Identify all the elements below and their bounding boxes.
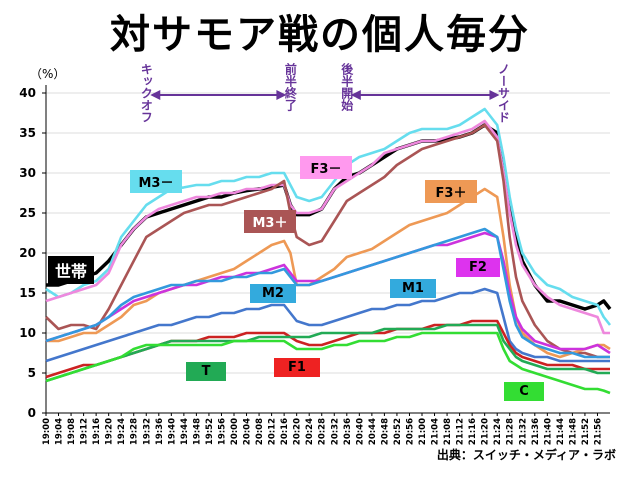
y-tick-label: 30 — [19, 166, 36, 180]
x-tick-label: 21:08 — [443, 418, 453, 445]
series-line — [46, 187, 611, 359]
x-tick-label: 21:24 — [493, 418, 503, 445]
x-tick-label: 19:56 — [217, 418, 227, 445]
series-line — [46, 123, 612, 311]
x-tick-label: 19:12 — [80, 418, 90, 445]
x-tick-label: 21:48 — [568, 418, 578, 445]
series-line — [45, 287, 610, 363]
x-tick-label: 21:16 — [468, 418, 478, 445]
x-tick-label: 20:52 — [393, 418, 403, 445]
y-tick-label: 10 — [19, 326, 36, 340]
x-tick-label: 19:44 — [180, 418, 190, 445]
x-tick-label: 19:40 — [167, 418, 177, 445]
x-tick-label: 20:32 — [330, 418, 340, 445]
x-tick-label: 20:40 — [355, 418, 365, 445]
x-tick-label: 21:04 — [431, 418, 441, 445]
x-tick-label: 19:28 — [130, 418, 140, 445]
x-tick-label: 19:16 — [92, 418, 102, 445]
y-axis-label: （%） — [30, 67, 65, 81]
x-tick-label: 21:56 — [593, 418, 603, 445]
series-line — [45, 123, 610, 359]
x-tick-label: 19:36 — [155, 418, 165, 445]
data-source: 出典：スイッチ・メディア・ラボ — [436, 448, 616, 462]
x-tick-label: 20:24 — [305, 418, 315, 445]
series-label: F1 — [274, 358, 320, 377]
series-label: T — [186, 362, 226, 381]
x-tick-label: 19:00 — [42, 418, 52, 445]
y-tick-label: 25 — [19, 206, 36, 220]
x-tick-label: 21:00 — [418, 418, 428, 445]
x-tick-label: 20:20 — [293, 418, 303, 445]
x-tick-label: 19:20 — [105, 418, 115, 445]
x-tick-label: 20:28 — [318, 418, 328, 445]
series-line — [45, 227, 610, 359]
annotation-label: 後半開始 — [340, 62, 354, 112]
series-label: F3＋ — [425, 180, 477, 203]
x-tick-label: 21:40 — [543, 418, 553, 445]
series-line — [45, 331, 611, 395]
arrow-head — [150, 90, 161, 100]
series-label: 世帯 — [48, 256, 94, 284]
x-tick-label: 20:12 — [268, 418, 278, 445]
series-label: M1 — [390, 279, 436, 298]
x-tick-label: 19:24 — [117, 418, 127, 445]
arrow-head — [350, 90, 361, 100]
x-tick-label: 21:44 — [556, 418, 566, 445]
series-line — [45, 119, 610, 335]
x-tick-label: 20:44 — [368, 418, 378, 445]
series-label: M3＋ — [244, 210, 296, 233]
x-tick-label: 19:48 — [192, 418, 202, 445]
chart-title: 対サモア戦の個人毎分 — [110, 12, 530, 58]
annotation-label: ノーサイド — [496, 63, 510, 123]
series-label: F3－ — [300, 156, 352, 179]
series-label: C — [504, 382, 544, 401]
series-label: F2 — [456, 258, 500, 277]
series-line — [45, 323, 610, 383]
x-tick-label: 21:32 — [518, 418, 528, 445]
y-tick-label: 35 — [19, 126, 36, 140]
y-tick-label: 0 — [28, 406, 36, 420]
series-line — [45, 319, 610, 379]
x-tick-label: 20:04 — [243, 418, 253, 445]
x-tick-label: 20:16 — [280, 418, 290, 445]
annotation-label: キックオフ — [139, 63, 153, 123]
x-tick-label: 20:48 — [380, 418, 390, 445]
x-tick-label: 19:08 — [67, 418, 77, 445]
x-tick-label: 21:12 — [456, 418, 466, 445]
x-tick-label: 19:52 — [205, 418, 215, 445]
y-tick-label: 40 — [19, 86, 36, 100]
x-tick-label: 19:04 — [55, 418, 65, 445]
annotation-label: 前半終了 — [283, 62, 297, 112]
y-tick-label: 5 — [28, 366, 36, 380]
x-tick-label: 20:56 — [405, 418, 415, 445]
y-tick-label: 20 — [19, 246, 36, 260]
x-tick-label: 21:36 — [531, 418, 541, 445]
x-tick-label: 20:36 — [343, 418, 353, 445]
series-label: M3－ — [130, 170, 182, 193]
x-tick-label: 19:32 — [142, 418, 152, 445]
x-tick-label: 21:52 — [581, 418, 591, 445]
arrow-head — [489, 90, 500, 100]
x-tick-label: 20:00 — [230, 418, 240, 445]
arrow-head — [276, 90, 287, 100]
series-label: M2 — [250, 284, 296, 303]
x-tick-label: 21:20 — [481, 418, 491, 445]
y-tick-label: 15 — [19, 286, 36, 300]
x-tick-label: 20:08 — [255, 418, 265, 445]
x-tick-label: 21:28 — [506, 418, 516, 445]
